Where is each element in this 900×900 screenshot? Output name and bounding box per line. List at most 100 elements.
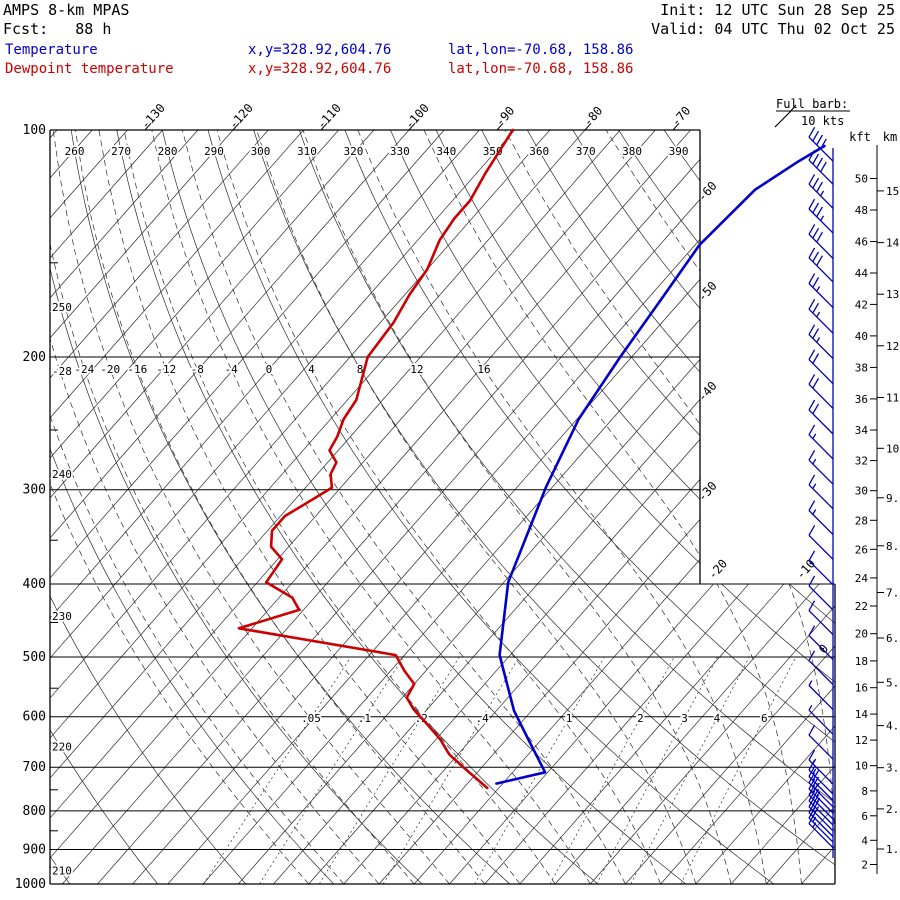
km-tick-label: 13.	[886, 288, 900, 301]
kft-tick-label: 50	[855, 173, 868, 186]
isotherm-right-label: -30	[695, 479, 720, 504]
dry-adiabat-left-label: 220	[52, 740, 72, 753]
km-tick-label: 5.	[886, 676, 899, 689]
isotherm-right-label: -20	[705, 557, 730, 582]
moist-adiabat-label: -24	[74, 363, 94, 376]
kft-tick-label: 18	[855, 655, 868, 668]
km-tick-label: 9.	[886, 492, 899, 505]
pressure-label: 700	[23, 760, 46, 775]
mixing-ratio-label: 3	[681, 712, 688, 725]
pressure-label: 200	[23, 350, 46, 365]
km-tick-label: 1.	[886, 843, 899, 856]
kft-axis-header: kft	[849, 130, 871, 144]
pressure-label: 900	[23, 843, 46, 858]
mixing-ratio-label: 6	[761, 712, 768, 725]
moist-adiabat-label: 12	[410, 363, 423, 376]
kft-tick-label: 30	[855, 485, 868, 498]
full-barb-legend-title: Full barb:	[776, 97, 848, 111]
isotherm-right-label: -50	[695, 279, 720, 304]
kft-tick-label: 28	[855, 514, 868, 527]
pressure-label: 500	[23, 650, 46, 665]
temperature-legend-label: Temperature	[5, 42, 98, 58]
kft-tick-label: 12	[855, 734, 868, 747]
moist-adiabat-label: -16	[127, 363, 147, 376]
kft-tick-label: 40	[855, 330, 868, 343]
dewpoint-grid-coords: x,y=328.92,604.76	[248, 61, 392, 77]
temperature-latlon: lat,lon=-70.68, 158.86	[448, 42, 634, 58]
dry-adiabat-left-label: 230	[52, 610, 72, 623]
km-tick-label: 6.	[886, 632, 899, 645]
full-barb-legend: Full barb: 10 kts	[774, 97, 850, 128]
full-barb-kts-label: 10 kts	[801, 114, 844, 128]
isotherm-top-label: -110	[314, 101, 344, 132]
moist-adiabat-label: -20	[100, 363, 120, 376]
pressure-label: 800	[23, 804, 46, 819]
mixing-ratio-label: .4	[475, 712, 489, 725]
dry-adiabat-top-label: 270	[111, 145, 131, 158]
kft-tick-label: 2	[861, 859, 868, 872]
pressure-label: 300	[23, 483, 46, 498]
dry-adiabat-top-label: 280	[158, 145, 178, 158]
mixing-ratio-label: .05	[301, 712, 321, 725]
dry-adiabat-left-label: 250	[52, 301, 72, 314]
moist-adiabats	[50, 130, 835, 884]
km-tick-label: 15.	[886, 185, 900, 198]
kft-tick-label: 6	[861, 810, 868, 823]
mixing-ratio-label: 2	[637, 712, 644, 725]
isotherm-right-label: -10	[793, 557, 818, 582]
dry-adiabat-top-label: 310	[297, 145, 317, 158]
kft-tick-label: 38	[855, 361, 868, 374]
km-tick-label: 3.	[886, 762, 899, 775]
km-tick-label: 4.	[886, 720, 899, 733]
altitude-scale: kft km50484644424038363432302826242220181…	[849, 130, 900, 874]
moist-adiabat-label: 16	[477, 363, 490, 376]
moist-adiabat-label: 4	[308, 363, 315, 376]
dewpoint-legend-label: Dewpoint temperature	[5, 61, 174, 77]
isotherm-top-label: -80	[581, 104, 606, 129]
mixing-ratio-label: 1	[566, 712, 573, 725]
moist-adiabat-label: -12	[156, 363, 176, 376]
pressure-label: 600	[23, 710, 46, 725]
plot-border	[49, 129, 836, 885]
kft-tick-label: 22	[855, 600, 868, 613]
kft-tick-label: 4	[861, 834, 868, 847]
kft-tick-label: 20	[855, 628, 868, 641]
dry-adiabat-top-label: 380	[622, 145, 642, 158]
isotherm-top-label: -90	[493, 104, 518, 129]
kft-tick-label: 26	[855, 543, 868, 556]
dewpoint-latlon: lat,lon=-70.68, 158.86	[448, 61, 634, 77]
km-tick-label: 7.	[886, 587, 899, 600]
pressure-grid	[50, 129, 835, 885]
forecast-hour: Fcst: 88 h	[3, 20, 112, 38]
kft-tick-label: 48	[855, 204, 868, 217]
dry-adiabat-top-label: 370	[576, 145, 596, 158]
dry-adiabat-top-label: 330	[390, 145, 410, 158]
isotherm-right-label: 0	[816, 642, 831, 657]
kft-tick-label: 42	[855, 298, 868, 311]
dry-adiabat-top-label: 340	[436, 145, 456, 158]
km-tick-label: 12.	[886, 340, 900, 353]
km-tick-label: 2.	[886, 803, 899, 816]
kft-tick-label: 8	[861, 785, 868, 798]
dewpoint-legend-row: Dewpoint temperature x,y=328.92,604.76 l…	[0, 61, 900, 79]
mixing-ratio-label: 4	[714, 712, 721, 725]
dewpoint-trace	[237, 128, 515, 790]
kft-tick-label: 34	[855, 424, 869, 437]
moist-adiabat-label: -4	[225, 363, 239, 376]
dry-adiabat-top-label: 390	[669, 145, 689, 158]
temperature-trace	[495, 144, 826, 785]
mixing-ratio-lines	[203, 656, 797, 884]
km-tick-label: 8.	[886, 540, 899, 553]
pressure-label: 400	[23, 577, 46, 592]
moist-adiabat-label: 0	[266, 363, 273, 376]
pressure-label: 100	[23, 123, 46, 138]
dry-adiabat-top-label: 360	[529, 145, 549, 158]
isotherm-top-label: -100	[402, 101, 432, 132]
kft-tick-label: 14	[855, 708, 869, 721]
kft-tick-label: 46	[855, 236, 868, 249]
kft-tick-label: 10	[855, 760, 868, 773]
dry-adiabat-left-label: 210	[52, 865, 72, 878]
